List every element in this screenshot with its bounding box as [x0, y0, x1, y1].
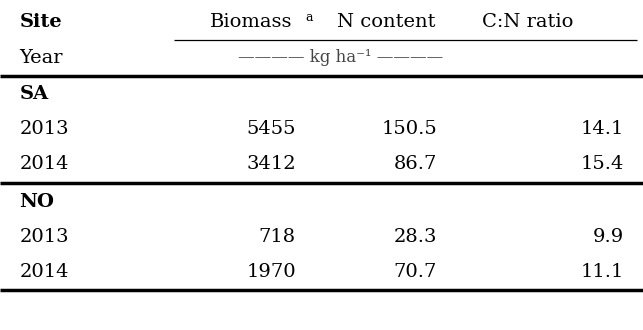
Text: 14.1: 14.1: [581, 120, 624, 138]
Text: 2013: 2013: [19, 120, 69, 138]
Text: 1970: 1970: [246, 263, 296, 281]
Text: 9.9: 9.9: [592, 228, 624, 246]
Text: C:N ratio: C:N ratio: [482, 13, 573, 31]
Text: 150.5: 150.5: [381, 120, 437, 138]
Text: N content: N content: [336, 13, 435, 31]
Text: 3412: 3412: [246, 155, 296, 173]
Text: 11.1: 11.1: [581, 263, 624, 281]
Text: 2013: 2013: [19, 228, 69, 246]
Text: 2014: 2014: [19, 263, 69, 281]
Text: Year: Year: [19, 49, 63, 67]
Text: 5455: 5455: [246, 120, 296, 138]
Text: 15.4: 15.4: [581, 155, 624, 173]
Text: 28.3: 28.3: [394, 228, 437, 246]
Text: 70.7: 70.7: [394, 263, 437, 281]
Text: 2014: 2014: [19, 155, 69, 173]
Text: 718: 718: [258, 228, 296, 246]
Text: Site: Site: [19, 13, 62, 31]
Text: ———— kg ha⁻¹ ————: ———— kg ha⁻¹ ————: [238, 49, 443, 66]
Text: a: a: [305, 11, 313, 23]
Text: Biomass: Biomass: [210, 13, 292, 31]
Text: NO: NO: [19, 193, 54, 211]
Text: SA: SA: [19, 85, 48, 103]
Text: 86.7: 86.7: [394, 155, 437, 173]
